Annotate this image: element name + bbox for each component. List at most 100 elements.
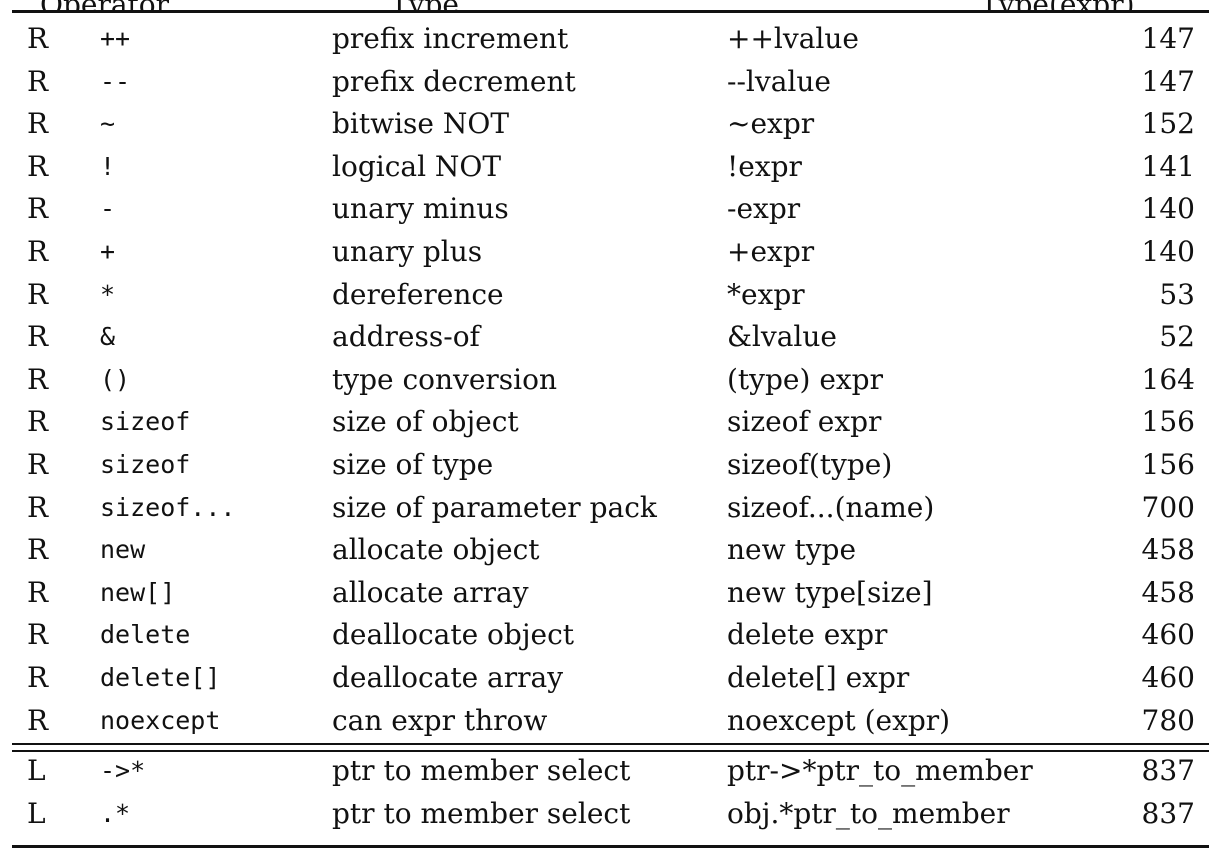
associativity-cell: R xyxy=(27,22,49,55)
operator-cell: sizeof... xyxy=(100,492,236,522)
operator-table-section-unary: R ++ prefix increment ++lvalue 147 R -- prefix … xyxy=(0,18,1219,742)
associativity-cell: R xyxy=(27,618,49,652)
usage-cell: obj.*ptr_to_member xyxy=(727,796,1010,830)
operator-cell: -- xyxy=(100,66,131,96)
operator-cell: ~ xyxy=(100,109,116,139)
function-cell: logical NOT xyxy=(332,149,502,183)
page-cell: 837 xyxy=(1141,754,1195,787)
usage-cell: --lvalue xyxy=(727,64,831,98)
function-cell: allocate object xyxy=(332,533,540,567)
associativity-cell: R xyxy=(27,277,49,311)
function-cell: deallocate object xyxy=(332,618,575,652)
operator-cell: ++ xyxy=(100,24,131,53)
header-partial-mid: Type xyxy=(390,0,459,12)
table-row: R + unary plus +expr 140 xyxy=(0,231,1219,274)
page-cell: 458 xyxy=(1141,575,1195,609)
operator-cell: noexcept xyxy=(100,705,221,735)
page-cell: 700 xyxy=(1141,490,1195,524)
bottom-rule xyxy=(12,845,1209,848)
top-rule xyxy=(12,10,1209,13)
operator-cell: delete xyxy=(100,620,191,650)
usage-cell: noexcept (expr) xyxy=(727,703,951,737)
usage-cell: +expr xyxy=(727,234,815,268)
page-cell: 460 xyxy=(1141,660,1195,694)
function-cell: dereference xyxy=(332,277,504,311)
usage-cell: ~expr xyxy=(727,107,815,141)
table-row: L .* ptr to member select obj.*ptr_to_membe… xyxy=(0,793,1219,836)
associativity-cell: R xyxy=(27,490,49,524)
associativity-cell: R xyxy=(27,192,49,226)
associativity-cell: R xyxy=(27,362,49,396)
usage-cell: new type[size] xyxy=(727,575,933,609)
page-cell: 164 xyxy=(1141,362,1195,396)
usage-cell: !expr xyxy=(727,149,802,183)
associativity-cell: R xyxy=(27,405,49,439)
function-cell: prefix increment xyxy=(332,22,569,55)
operator-cell: * xyxy=(100,279,116,309)
page-cell: 156 xyxy=(1141,447,1195,481)
operator-table-section-member: L ->* ptr to member select ptr->*ptr_to_mem… xyxy=(0,750,1219,835)
operator-cell: () xyxy=(100,364,131,394)
operator-cell: new[] xyxy=(100,577,176,607)
operator-cell: delete[] xyxy=(100,662,221,692)
usage-cell: new type xyxy=(727,533,857,567)
page-cell: 140 xyxy=(1141,234,1195,268)
usage-cell: sizeof expr xyxy=(727,405,882,439)
page-cell: 140 xyxy=(1141,192,1195,226)
page-cell: 147 xyxy=(1141,64,1195,98)
function-cell: ptr to member select xyxy=(332,754,631,787)
table-row: R ~ bitwise NOT ~expr 152 xyxy=(0,103,1219,146)
table-row: R - unary minus -expr 140 xyxy=(0,188,1219,231)
page-cell: 152 xyxy=(1141,107,1195,141)
page-cell: 52 xyxy=(1159,320,1195,354)
page-cell: 837 xyxy=(1141,796,1195,830)
table-row: R & address-of &lvalue 52 xyxy=(0,316,1219,359)
usage-cell: *expr xyxy=(727,277,805,311)
function-cell: size of parameter pack xyxy=(332,490,657,524)
operator-cell: sizeof xyxy=(100,449,191,479)
operator-cell: & xyxy=(100,322,116,352)
operator-cell: ! xyxy=(100,151,116,181)
page-cell: 780 xyxy=(1141,703,1195,737)
function-cell: deallocate array xyxy=(332,660,564,694)
table-row: R * dereference *expr 53 xyxy=(0,274,1219,317)
associativity-cell: R xyxy=(27,575,49,609)
page-cell: 141 xyxy=(1141,149,1195,183)
function-cell: bitwise NOT xyxy=(332,107,510,141)
header-partial-right: Type(expr) xyxy=(980,0,1135,12)
table-row: R ++ prefix increment ++lvalue 147 xyxy=(0,18,1219,61)
usage-cell: -expr xyxy=(727,192,801,226)
usage-cell: (type) expr xyxy=(727,362,883,396)
associativity-cell: L xyxy=(27,754,46,787)
usage-cell: sizeof...(name) xyxy=(727,490,935,524)
usage-cell: delete expr xyxy=(727,618,888,652)
operator-cell: + xyxy=(100,236,116,266)
page-cell: 147 xyxy=(1141,22,1195,55)
section-divider-upper xyxy=(12,743,1209,745)
section-divider-lower xyxy=(12,750,1209,752)
usage-cell: delete[] expr xyxy=(727,660,910,694)
function-cell: prefix decrement xyxy=(332,64,576,98)
table-row: R -- prefix decrement --lvalue 147 xyxy=(0,61,1219,104)
clipped-header-row: Operator Type Type(expr) xyxy=(0,0,1219,12)
associativity-cell: R xyxy=(27,234,49,268)
header-partial-left: Operator xyxy=(40,0,169,12)
associativity-cell: R xyxy=(27,107,49,141)
page-cell: 458 xyxy=(1141,533,1195,567)
page-cell: 53 xyxy=(1159,277,1195,311)
associativity-cell: R xyxy=(27,149,49,183)
operator-cell: sizeof xyxy=(100,407,191,437)
table-row: R! logical NOT !expr 141 xyxy=(0,146,1219,189)
function-cell: type conversion xyxy=(332,362,558,396)
table-row: L ->* ptr to member select ptr->*ptr_to_mem… xyxy=(0,750,1219,793)
associativity-cell: L xyxy=(27,796,46,830)
associativity-cell: R xyxy=(27,447,49,481)
